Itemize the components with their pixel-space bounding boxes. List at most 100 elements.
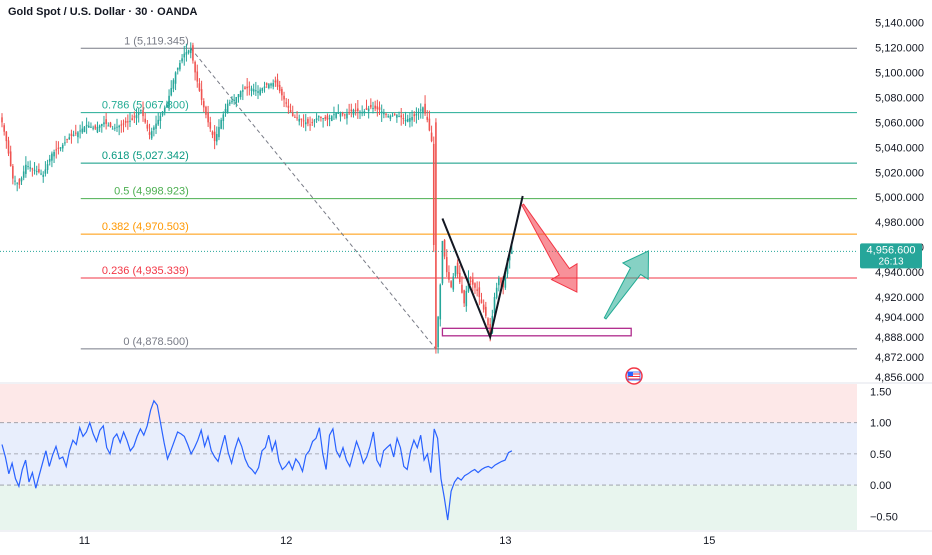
candle [194, 60, 196, 81]
candle [16, 182, 18, 192]
support-zone-box[interactable] [441, 327, 632, 337]
candle [498, 275, 500, 292]
candle [77, 130, 79, 144]
candle [9, 145, 12, 167]
candle [29, 160, 32, 172]
fibonacci-retracement[interactable]: 1 (5,119.345) 0.786 (5,067.800) 0.618 (5,0… [80, 35, 857, 350]
price-tick-label: 4,920.000 [875, 292, 924, 304]
candle [474, 282, 476, 295]
rsi-tick-label: 1.00 [870, 418, 891, 430]
candle [172, 78, 175, 93]
candle [233, 94, 235, 105]
candle [304, 113, 307, 132]
candle [322, 117, 324, 128]
candle [83, 126, 86, 133]
candle [90, 122, 92, 128]
candle [350, 103, 353, 118]
candle [419, 103, 422, 119]
candle [285, 98, 288, 108]
candle [157, 112, 160, 126]
candle [79, 124, 81, 139]
rsi-tick-label: 1.50 [870, 386, 891, 398]
candle [213, 125, 216, 150]
price-tick-label: 5,100.000 [875, 67, 924, 79]
candle [150, 127, 153, 140]
candle [461, 276, 463, 294]
candle [352, 108, 355, 118]
candle [105, 112, 107, 130]
candle [85, 117, 88, 134]
candle [268, 83, 270, 90]
candle [380, 104, 383, 122]
candle [348, 103, 350, 116]
candle [291, 105, 294, 117]
candle [328, 114, 331, 127]
rsi-tick-label: 0.00 [870, 480, 891, 492]
candle [252, 83, 255, 95]
candle [74, 124, 77, 136]
candle [330, 114, 333, 122]
candle [476, 281, 478, 297]
economic-event-icon[interactable] [625, 367, 643, 385]
candle [370, 98, 372, 110]
candle [124, 117, 127, 128]
candle [400, 107, 403, 126]
candle [209, 116, 212, 132]
rsi-tick-label: 0.50 [870, 449, 891, 461]
candle [226, 99, 229, 114]
time-axis[interactable]: 11 12 13 15 [0, 530, 932, 547]
candle [170, 80, 173, 97]
candle [12, 163, 14, 185]
candle [378, 101, 381, 116]
price-tick-label: 5,020.000 [875, 167, 924, 179]
candle [274, 76, 277, 87]
candle [27, 161, 29, 170]
candle [276, 73, 279, 90]
projection-zigzag[interactable] [441, 195, 524, 341]
candle [114, 123, 116, 132]
candle [309, 116, 311, 131]
candle [359, 110, 361, 120]
candle [426, 110, 429, 123]
candle [404, 111, 407, 126]
rsi-axis[interactable]: 1.50 1.00 0.50 0.00 −0.50 [870, 386, 898, 523]
candle [458, 265, 461, 285]
candle [387, 113, 389, 118]
candle [196, 64, 199, 88]
candle [430, 125, 433, 143]
time-tick-label: 13 [499, 535, 511, 547]
candle [344, 113, 346, 120]
drawings[interactable] [441, 195, 650, 341]
candle [155, 115, 157, 135]
candle [81, 121, 84, 134]
candle [448, 265, 450, 283]
candle [456, 259, 459, 278]
candle [205, 105, 207, 119]
candle [59, 147, 62, 152]
candle [443, 238, 446, 260]
candle [411, 110, 413, 127]
rsi-tick-label: −0.50 [870, 511, 898, 523]
candle [181, 54, 183, 64]
price-axis[interactable]: 5,140.000 5,120.000 5,100.000 5,080.000 5,06… [875, 17, 924, 384]
bearish-arrow[interactable] [521, 203, 578, 293]
candle [101, 123, 103, 133]
candle [57, 141, 60, 155]
candle [437, 315, 439, 354]
candle [287, 98, 290, 114]
candle [417, 108, 420, 120]
candle [495, 282, 498, 300]
candle [302, 114, 305, 128]
candle [98, 124, 101, 132]
candle [222, 111, 225, 130]
candle [402, 113, 405, 125]
candle [174, 71, 177, 91]
candle [38, 163, 40, 174]
bullish-arrow[interactable] [603, 250, 650, 320]
candle [5, 130, 8, 149]
candle [244, 85, 246, 90]
time-tick-label: 11 [79, 535, 90, 547]
candle [127, 114, 129, 130]
